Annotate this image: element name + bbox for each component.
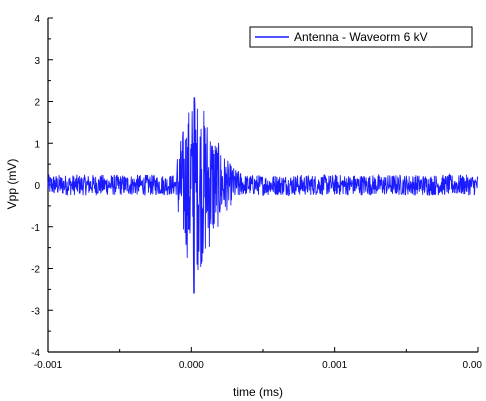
x-tick-label: 0.001 xyxy=(322,360,347,371)
y-tick-label: -4 xyxy=(31,348,40,359)
y-tick-label: -3 xyxy=(31,306,40,317)
y-tick-label: -2 xyxy=(31,265,40,276)
legend: Antenna - Waveorm 6 kV xyxy=(249,26,473,48)
x-axis-label: time (ms) xyxy=(233,385,283,399)
y-tick-label: 3 xyxy=(34,56,40,67)
legend-box xyxy=(249,26,473,48)
x-tick-label: 0.00 xyxy=(463,360,483,371)
y-tick-label: -1 xyxy=(31,223,40,234)
x-tick-label: -0.001 xyxy=(34,360,63,371)
y-tick-label: 4 xyxy=(34,14,40,25)
y-tick-label: 0 xyxy=(34,181,40,192)
series-line-antenna xyxy=(47,97,479,294)
y-axis-label: Vpp (mV) xyxy=(5,159,19,210)
y-tick-label: 1 xyxy=(34,139,40,150)
legend-label: Antenna - Waveorm 6 kV xyxy=(294,30,428,44)
y-tick-label: 2 xyxy=(34,98,40,109)
tick-marks: -4 -3 -2 -1 0 1 2 3 4 -0.001 0.000 0.001 0.00 xyxy=(31,14,482,371)
series-group xyxy=(47,97,479,294)
x-tick-label: 0.000 xyxy=(179,360,204,371)
